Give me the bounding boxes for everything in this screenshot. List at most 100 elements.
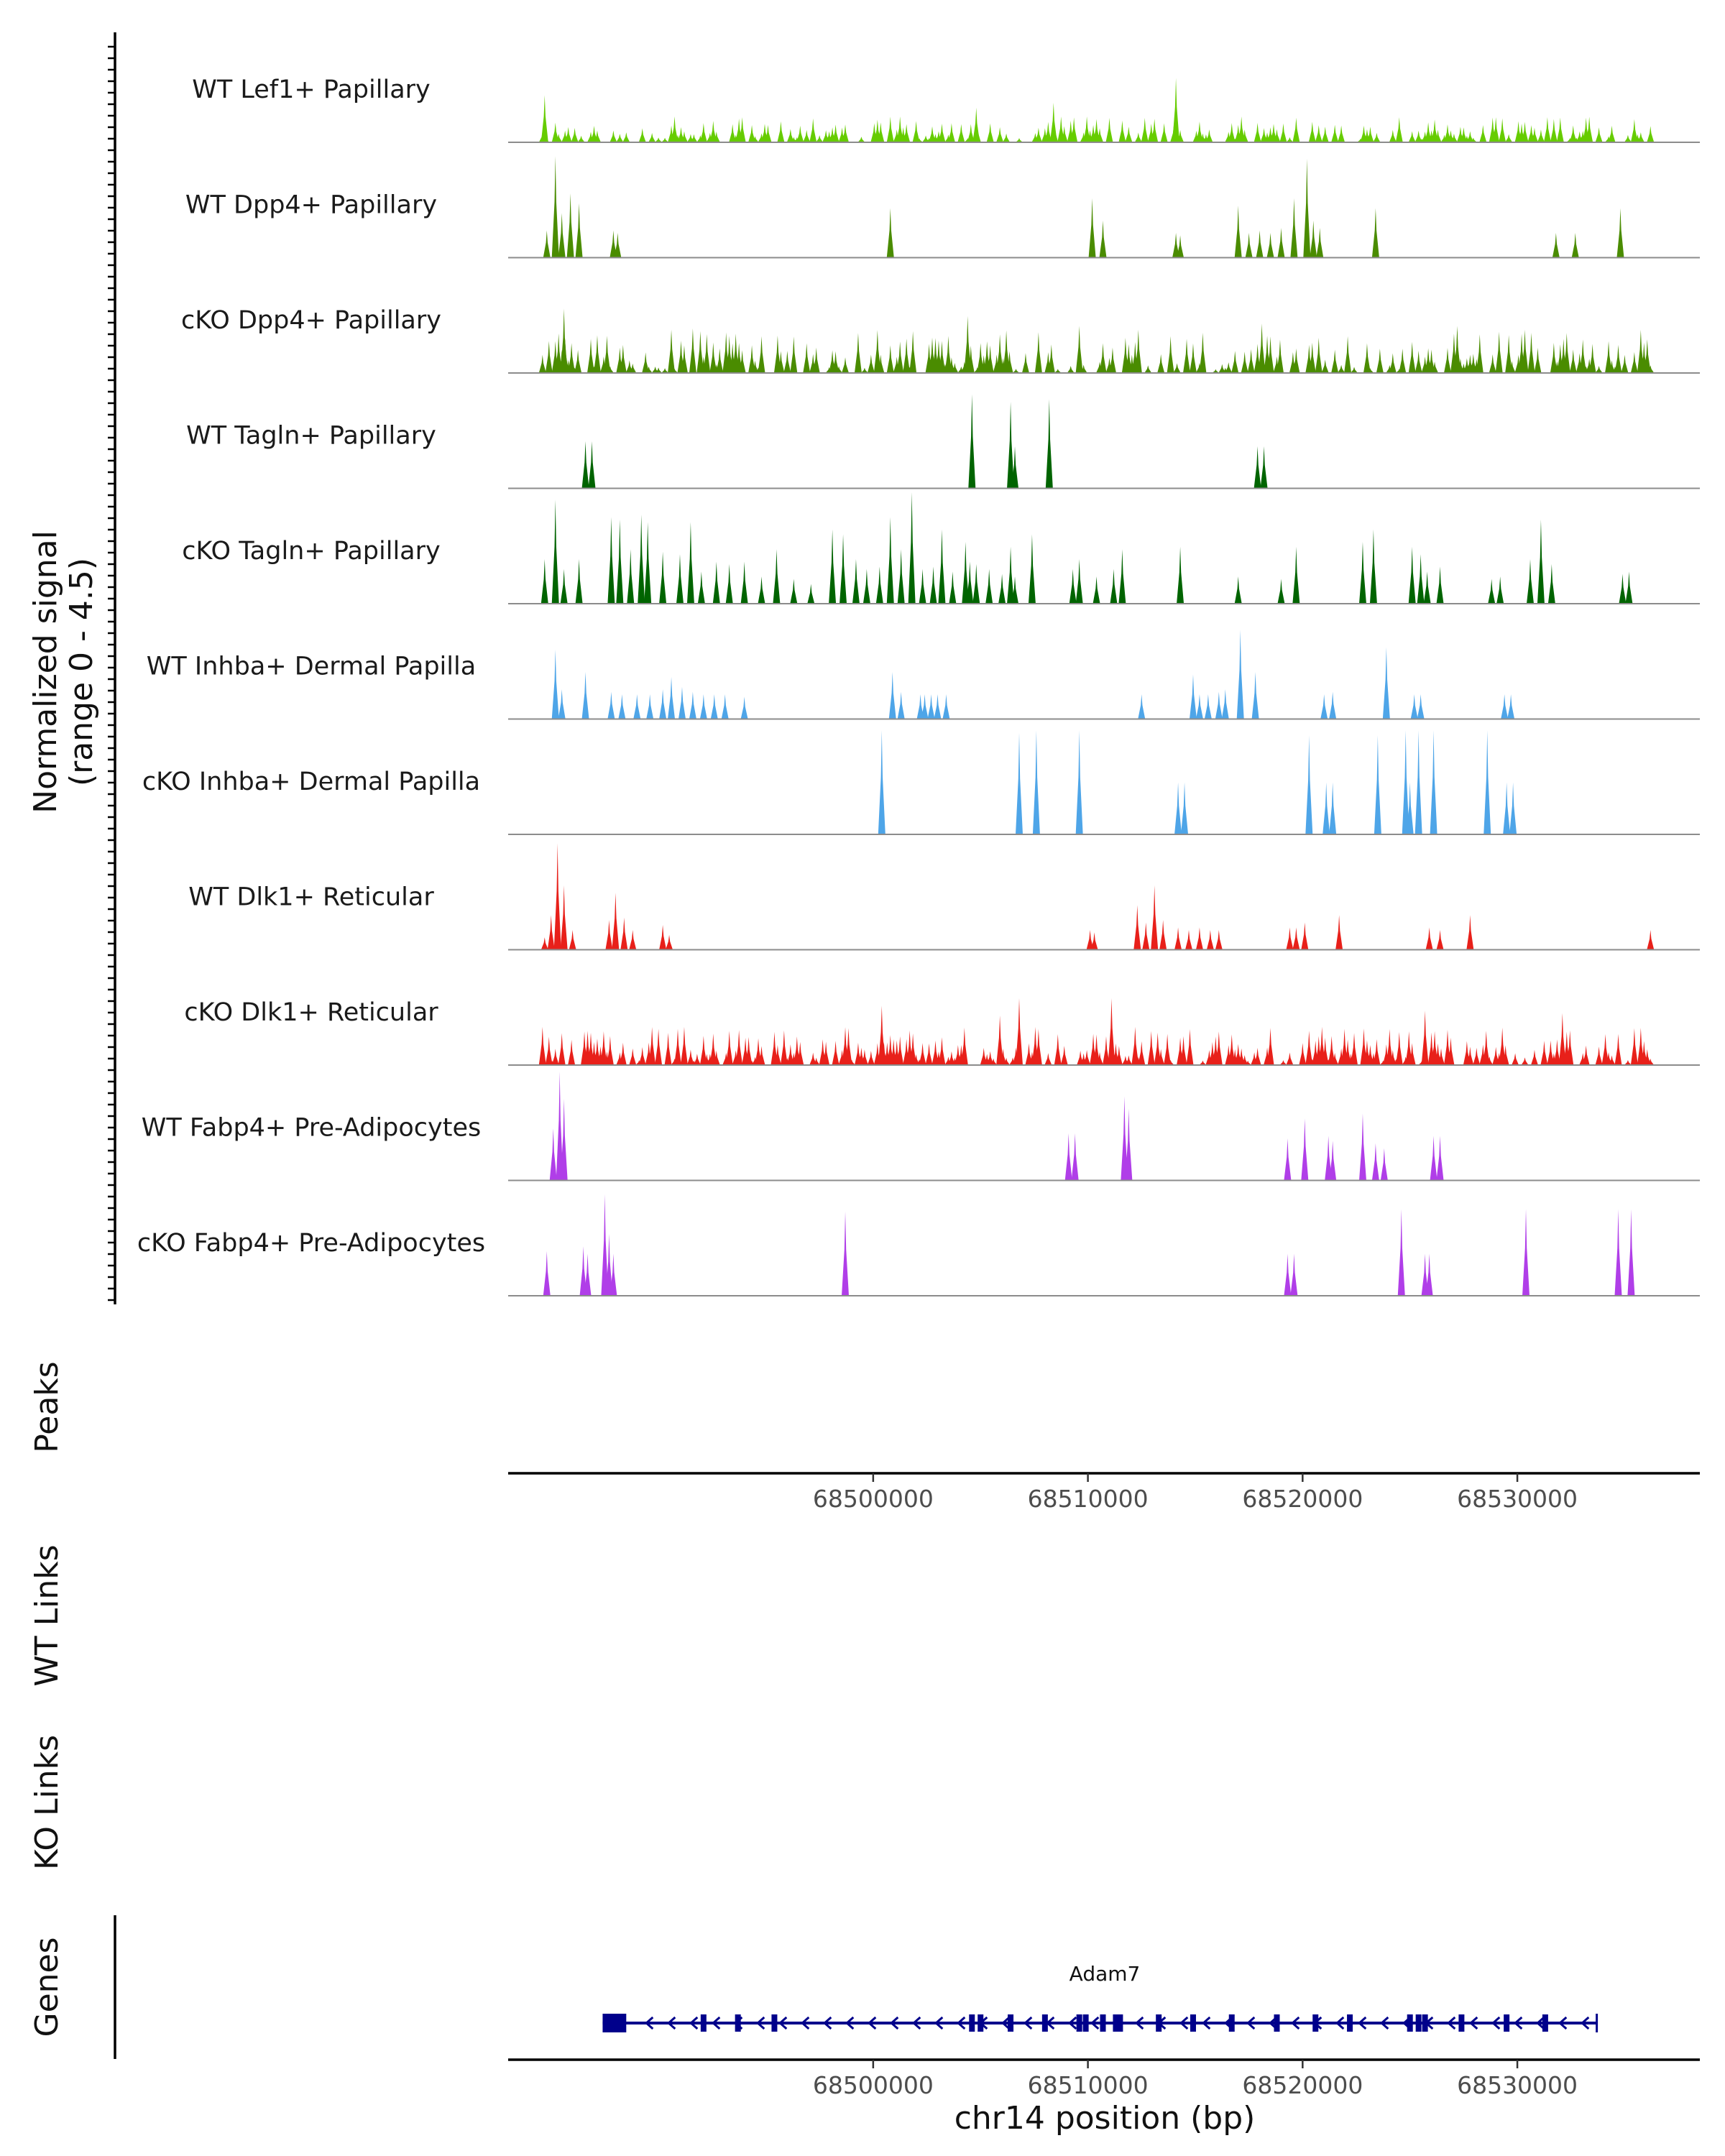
coverage-peak bbox=[1215, 1031, 1223, 1065]
coverage-peak bbox=[1251, 672, 1259, 719]
coverage-peak bbox=[1508, 361, 1516, 373]
coverage-peak bbox=[1133, 905, 1141, 950]
coverage-peak bbox=[1086, 929, 1094, 950]
coverage-peak bbox=[1034, 332, 1042, 373]
coverage-peak bbox=[1049, 102, 1057, 142]
coverage-peak bbox=[1537, 519, 1545, 604]
coverage-peak bbox=[616, 519, 624, 604]
coverage-peak bbox=[812, 347, 820, 373]
coverage-peak bbox=[1608, 125, 1616, 142]
coverage-peak bbox=[1305, 735, 1313, 834]
gene-model bbox=[602, 2014, 1598, 2032]
coverage-peak bbox=[551, 499, 559, 604]
coverage-peak bbox=[587, 338, 595, 373]
coverage-peak bbox=[1399, 349, 1407, 373]
coverage-peak bbox=[986, 1051, 994, 1065]
coverage-peak bbox=[1277, 579, 1285, 604]
strand-arrow bbox=[1269, 2016, 1278, 2030]
coverage-peak bbox=[867, 354, 875, 373]
track-group: cKO Inhba+ Dermal Papilla bbox=[142, 730, 1700, 835]
coverage-peak bbox=[1630, 1028, 1638, 1065]
coverage-peak bbox=[1108, 998, 1116, 1065]
coverage-peak bbox=[1075, 559, 1083, 604]
track-label: cKO Fabp4+ Pre-Adipocytes bbox=[137, 1229, 485, 1258]
coverage-peak bbox=[896, 1036, 904, 1065]
gene-exon bbox=[1041, 2014, 1048, 2032]
coverage-peak bbox=[1032, 730, 1040, 834]
coverage-peak bbox=[605, 920, 613, 950]
coverage-peak bbox=[680, 345, 688, 373]
coverage-peak bbox=[1527, 333, 1535, 373]
coverage-peak bbox=[1371, 1143, 1379, 1181]
coverage-peak bbox=[1154, 1032, 1162, 1065]
coverage-peak bbox=[1569, 125, 1577, 142]
coverage-peak bbox=[1003, 133, 1011, 142]
coverage-peak bbox=[1321, 1037, 1329, 1065]
gene-exon bbox=[1504, 2014, 1510, 2032]
coverage-peak bbox=[1338, 364, 1346, 373]
coverage-peak bbox=[1443, 348, 1451, 373]
coverage-peak bbox=[610, 230, 617, 258]
coverage-peak bbox=[1534, 347, 1542, 373]
coverage-peak bbox=[574, 350, 582, 373]
coverage-peak bbox=[671, 116, 678, 142]
coverage-peak bbox=[1556, 117, 1564, 142]
coverage-peak bbox=[1138, 1041, 1146, 1065]
coverage-peak bbox=[659, 551, 667, 604]
coverage-peak bbox=[968, 394, 976, 489]
coverage-peak bbox=[809, 118, 817, 142]
strand-arrow bbox=[890, 2016, 899, 2030]
coverage-peak bbox=[1292, 927, 1300, 950]
coverage-peak bbox=[1303, 158, 1311, 258]
coverage-peak bbox=[996, 1015, 1004, 1065]
coverage-peak bbox=[1099, 343, 1107, 373]
coverage-peak bbox=[1373, 1039, 1381, 1065]
track-label: WT Dpp4+ Papillary bbox=[185, 191, 437, 220]
coverage-peak bbox=[903, 338, 911, 373]
coverage-peak bbox=[1234, 206, 1242, 258]
coverage-peak bbox=[1034, 127, 1042, 142]
coverage-peak bbox=[1466, 1046, 1474, 1065]
x-axis-lower-tick-label: 68500000 bbox=[813, 2071, 934, 2099]
coverage-peak bbox=[555, 134, 563, 142]
coverage-peak bbox=[1619, 573, 1627, 604]
coverage-peak bbox=[929, 566, 937, 604]
coverage-peak bbox=[699, 1036, 707, 1065]
strand-arrow bbox=[1581, 2016, 1590, 2030]
coverage-peak bbox=[1088, 198, 1096, 258]
coverage-peak bbox=[1044, 1053, 1052, 1065]
coverage-peak bbox=[986, 123, 994, 142]
track-group: cKO Fabp4+ Pre-Adipocytes bbox=[137, 1194, 1700, 1296]
coverage-peak bbox=[1408, 1043, 1416, 1065]
coverage-peak bbox=[1450, 133, 1458, 142]
coverage-peak bbox=[712, 1050, 720, 1065]
track-group: WT Inhba+ Dermal Papilla bbox=[147, 630, 1700, 720]
coverage-peak bbox=[1310, 220, 1317, 258]
coverage-peak bbox=[942, 694, 950, 719]
strand-arrow bbox=[1224, 2016, 1233, 2030]
x-axis-title: chr14 position (bp) bbox=[954, 2100, 1256, 2137]
coverage-peak bbox=[1389, 353, 1397, 373]
coverage-peak bbox=[1075, 326, 1083, 373]
coverage-peak bbox=[1647, 1059, 1655, 1065]
coverage-peak bbox=[1256, 230, 1264, 258]
coverage-peak bbox=[927, 694, 935, 719]
coverage-peak bbox=[1526, 559, 1534, 604]
coverage-peak bbox=[1181, 782, 1189, 834]
coverage-peak bbox=[1614, 344, 1622, 373]
coverage-peak bbox=[646, 694, 654, 719]
coverage-peak bbox=[729, 124, 737, 142]
coverage-peak bbox=[972, 107, 980, 142]
coverage-peak bbox=[1206, 929, 1214, 950]
coverage-peak bbox=[857, 137, 865, 142]
coverage-peak bbox=[1579, 339, 1587, 373]
coverage-peak bbox=[1290, 1253, 1298, 1296]
coverage-peak bbox=[1172, 78, 1180, 142]
coverage-peak bbox=[1482, 1031, 1490, 1065]
coverage-peak bbox=[1552, 233, 1560, 258]
coverage-peak bbox=[1172, 233, 1180, 258]
coverage-peak bbox=[1177, 546, 1184, 604]
coverage-peak bbox=[1430, 1135, 1438, 1181]
coverage-peak bbox=[1177, 235, 1184, 258]
coverage-peak bbox=[1509, 782, 1517, 834]
